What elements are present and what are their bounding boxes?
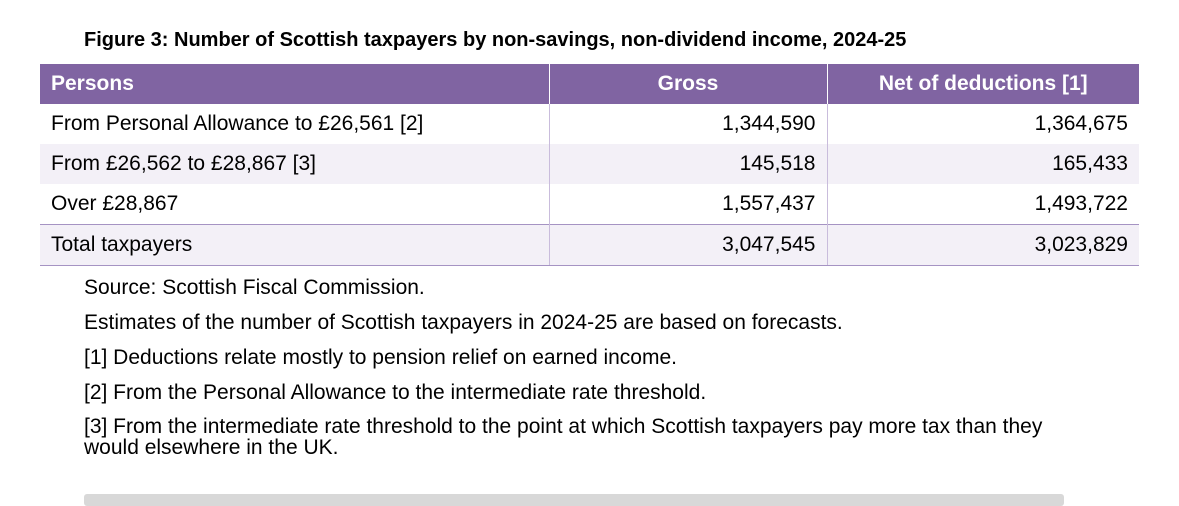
net-value: 3,023,829: [826, 224, 1139, 266]
figure-title: Figure 3: Number of Scottish taxpayers b…: [84, 29, 907, 51]
gross-value: 3,047,545: [548, 224, 827, 266]
net-value: 1,493,722: [826, 184, 1139, 225]
row-label: From Personal Allowance to £26,561 [2]: [51, 112, 424, 135]
column-header-net: Net of deductions [1]: [826, 64, 1139, 104]
gross-value: 1,344,590: [548, 104, 827, 144]
net-value: 1,364,675: [826, 104, 1139, 144]
footnote-2: [2] From the Personal Allowance to the i…: [84, 381, 707, 404]
gross-value: 145,518: [548, 144, 827, 184]
footnote-1: [1] Deductions relate mostly to pension …: [84, 346, 677, 369]
source-note: Source: Scottish Fiscal Commission.: [84, 276, 425, 299]
total-row: Total taxpayers 3,047,545 3,023,829: [40, 224, 1139, 266]
next-figure-cutoff: [84, 494, 1064, 506]
row-label: Over £28,867: [51, 192, 179, 215]
table-notes: Source: Scottish Fiscal Commission. Esti…: [84, 276, 1084, 469]
table-row: Over £28,867 1,557,437 1,493,722: [40, 184, 1139, 225]
column-header-persons: Persons: [40, 64, 549, 104]
row-label: From £26,562 to £28,867 [3]: [40, 144, 549, 184]
footnote-3: [3] From the intermediate rate threshold…: [84, 415, 1043, 459]
column-header-gross: Gross: [548, 64, 827, 104]
forecast-note: Estimates of the number of Scottish taxp…: [84, 311, 843, 334]
taxpayers-table: Persons Gross Net of deductions [1] From…: [40, 64, 1139, 266]
gross-value: 1,557,437: [548, 184, 827, 225]
table-row: From Personal Allowance to £26,561 [2] 1…: [40, 104, 1139, 144]
row-label: Total taxpayers: [40, 224, 549, 266]
net-value: 165,433: [826, 144, 1139, 184]
table-header-row: Persons Gross Net of deductions [1]: [40, 64, 1139, 104]
table-row: From £26,562 to £28,867 [3] 145,518 165,…: [40, 144, 1139, 184]
